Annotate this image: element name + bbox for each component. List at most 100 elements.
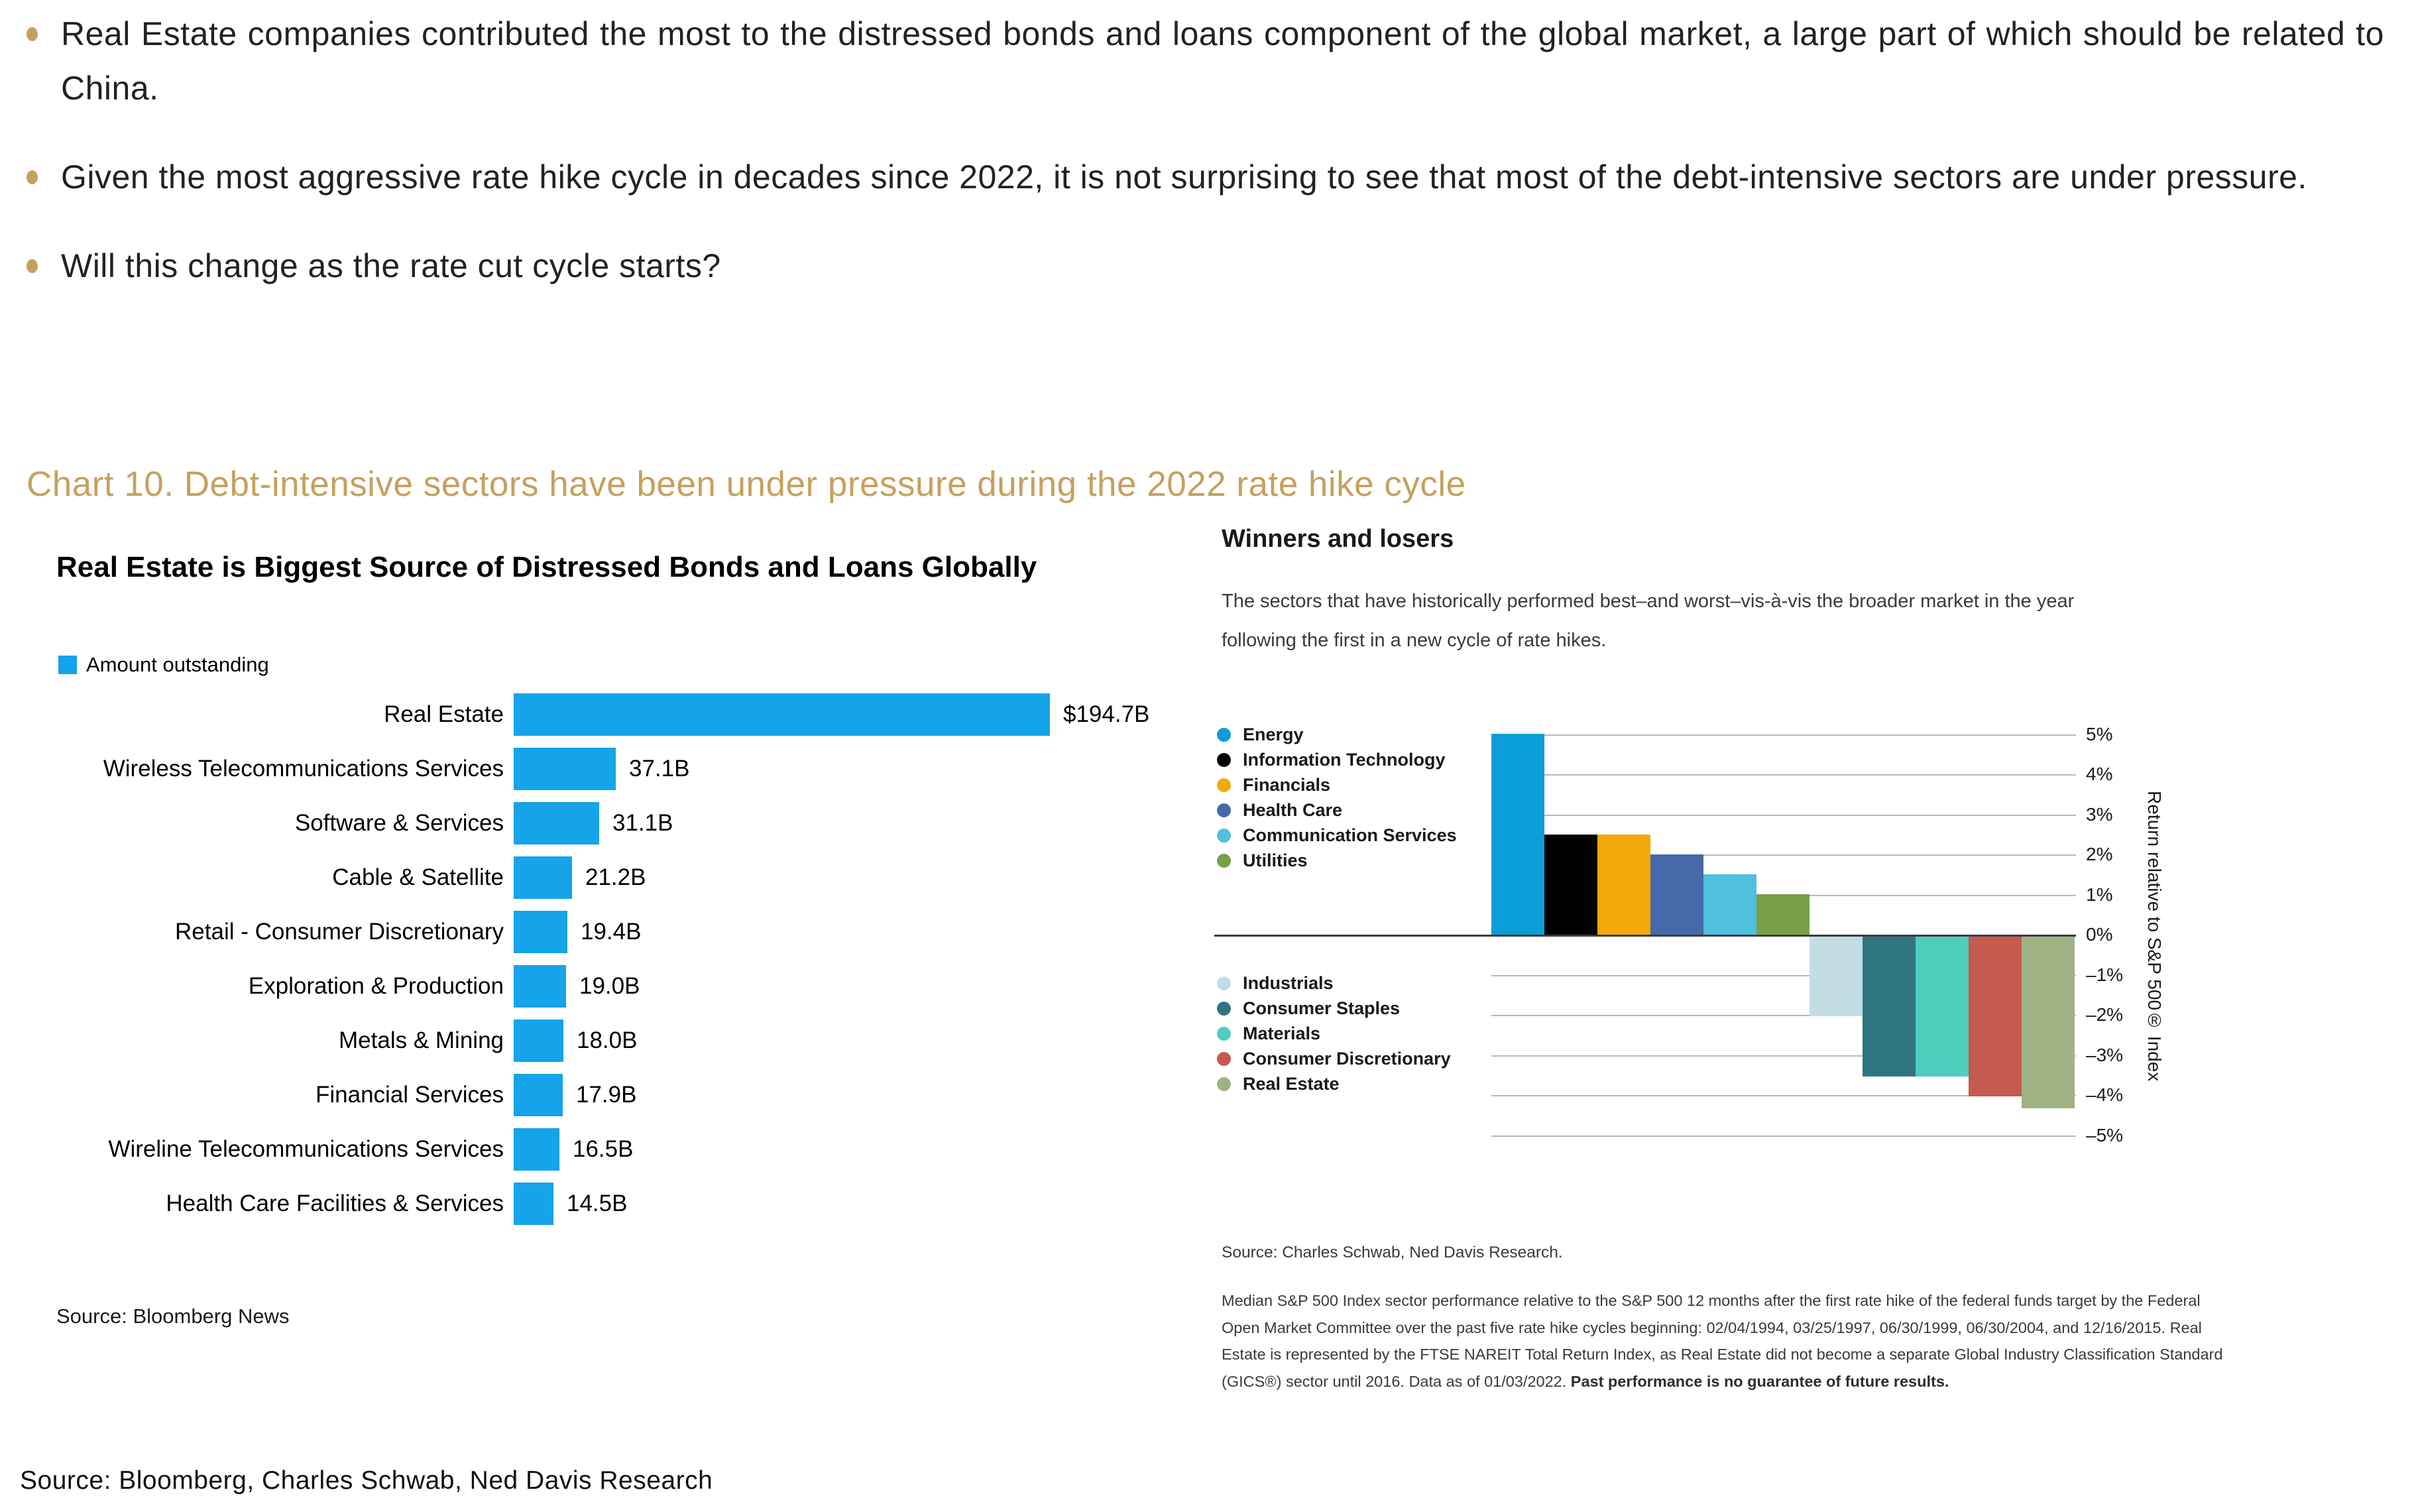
legend-item: Financials xyxy=(1217,772,1457,797)
y-axis-tick-label: 1% xyxy=(2086,884,2113,905)
y-axis-tick-label: 5% xyxy=(2086,724,2113,744)
legend-dot-icon xyxy=(1217,1026,1231,1041)
bar xyxy=(514,965,566,1008)
bar xyxy=(514,693,1050,736)
gridline xyxy=(1491,975,2076,976)
bar-value-label: 21.2B xyxy=(585,864,646,890)
bar-row: Financial Services 17.9B xyxy=(56,1074,1149,1116)
sector-bar xyxy=(1810,936,1863,1016)
left-chart-legend: Amount outstanding xyxy=(58,653,269,677)
legend-item-label: Real Estate xyxy=(1243,1073,1340,1094)
bar xyxy=(514,911,567,953)
sector-bar xyxy=(1544,835,1597,935)
y-axis-tick-label: –1% xyxy=(2086,964,2124,985)
right-chart-source: Source: Charles Schwab, Ned Davis Resear… xyxy=(1222,1244,1563,1261)
right-chart-footnote: Median S&P 500 Index sector performance … xyxy=(1222,1287,2229,1395)
y-axis-tick-label: –2% xyxy=(2086,1004,2124,1025)
legend-dot-icon xyxy=(1217,828,1231,843)
right-bar-chart-plot: Return relative to S&P 500® Index 5% 4% 3%… xyxy=(1214,716,2189,1167)
sector-bar xyxy=(1703,874,1756,935)
bullet-dot-icon xyxy=(27,27,38,41)
sector-bar xyxy=(1969,936,2022,1096)
bullet-item: Will this change as the rate cut cycle s… xyxy=(27,239,2384,293)
legend-item: Consumer Discretionary xyxy=(1217,1046,1451,1071)
bar-row: Retail - Consumer Discretionary 19.4B xyxy=(56,911,1149,953)
gridline xyxy=(1491,854,2076,856)
legend-swatch-icon xyxy=(58,656,77,674)
sector-bar xyxy=(1916,936,1969,1076)
legend-dot-icon xyxy=(1217,803,1231,817)
bar-row: Metals & Mining 18.0B xyxy=(56,1019,1149,1062)
bar-category-label: Health Care Facilities & Services xyxy=(166,1191,504,1216)
bar-row: Health Care Facilities & Services 14.5B xyxy=(56,1183,1149,1225)
sector-bar xyxy=(1491,734,1544,935)
bar-value-label: 31.1B xyxy=(612,810,673,836)
legend-item-label: Consumer Discretionary xyxy=(1243,1048,1451,1069)
gridline xyxy=(1491,1055,2076,1057)
bar-row: Exploration & Production 19.0B xyxy=(56,965,1149,1008)
y-axis-tick-label: 3% xyxy=(2086,804,2113,825)
legend-item: Consumer Staples xyxy=(1217,996,1451,1021)
y-axis-tick-label: 0% xyxy=(2086,924,2113,945)
gridline xyxy=(1491,815,2076,816)
bar-value-label: 19.0B xyxy=(579,973,640,999)
y-axis-tick-label: –5% xyxy=(2086,1125,2124,1145)
bar-category-label: Metals & Mining xyxy=(339,1027,504,1053)
left-chart-title: Real Estate is Biggest Source of Distres… xyxy=(56,551,1037,583)
bar-row: Cable & Satellite 21.2B xyxy=(56,856,1149,899)
zero-axis-line xyxy=(1214,935,2076,937)
legend-item-label: Communication Services xyxy=(1243,825,1457,845)
gridline xyxy=(1491,734,2076,736)
legend-item: Utilities xyxy=(1217,848,1457,873)
legend-item: Materials xyxy=(1217,1021,1451,1046)
bar xyxy=(514,1128,559,1171)
sector-bar xyxy=(1650,854,1703,935)
legend-item: Communication Services xyxy=(1217,823,1457,848)
footnote-text: Median S&P 500 Index sector performance … xyxy=(1222,1292,2223,1390)
legend-item-label: Materials xyxy=(1243,1023,1321,1043)
legend-item: Real Estate xyxy=(1217,1071,1451,1096)
footnote-disclaimer: Past performance is no guarantee of futu… xyxy=(1570,1372,1949,1390)
gridline xyxy=(1491,1135,2076,1137)
bar-value-label: $194.7B xyxy=(1063,701,1150,727)
gridline xyxy=(1491,1095,2076,1096)
legend-item-label: Utilities xyxy=(1243,850,1308,870)
legend-item-label: Consumer Staples xyxy=(1243,998,1401,1018)
legend-dot-icon xyxy=(1217,752,1231,767)
y-axis-tick-label: 4% xyxy=(2086,764,2113,784)
bar xyxy=(514,1019,563,1062)
legend-dot-icon xyxy=(1217,1051,1231,1066)
bar-value-label: 37.1B xyxy=(629,756,690,782)
bar xyxy=(514,802,599,844)
right-chart-description: The sectors that have historically perfo… xyxy=(1222,591,2075,651)
y-axis-title: Return relative to S&P 500® Index xyxy=(2144,790,2165,1082)
bullet-text: Given the most aggressive rate hike cycl… xyxy=(61,158,2307,196)
sector-bar xyxy=(2022,936,2075,1108)
bullet-list: Real Estate companies contributed the mo… xyxy=(27,7,2384,293)
left-bar-chart: Real Estate $194.7B Wireless Telecommunica… xyxy=(56,693,1149,1237)
sector-bar xyxy=(1597,835,1650,935)
bar-category-label: Wireless Telecommunications Services xyxy=(103,756,504,782)
legend-item: Health Care xyxy=(1217,797,1457,823)
legend-dot-icon xyxy=(1217,976,1231,990)
bullet-dot-icon xyxy=(27,170,38,184)
right-chart-title: Winners and losers xyxy=(1222,525,1454,553)
bar-category-label: Financial Services xyxy=(316,1082,504,1108)
bullet-text: Will this change as the rate cut cycle s… xyxy=(61,247,721,284)
left-chart-source: Source: Bloomberg News xyxy=(56,1305,290,1328)
bar-value-label: 14.5B xyxy=(567,1191,628,1216)
sector-bar xyxy=(1863,936,1916,1076)
bar-category-label: Software & Services xyxy=(294,810,504,836)
bar-category-label: Retail - Consumer Discretionary xyxy=(175,919,504,945)
bar-category-label: Exploration & Production xyxy=(248,973,504,999)
bar-category-label: Cable & Satellite xyxy=(332,864,504,890)
gridline xyxy=(1491,1015,2076,1016)
bar xyxy=(514,1183,553,1225)
bar xyxy=(514,748,616,790)
bar xyxy=(514,856,572,899)
y-axis-tick-label: 2% xyxy=(2086,844,2113,864)
gridline xyxy=(1491,774,2076,776)
y-axis-tick-label: –3% xyxy=(2086,1045,2124,1065)
legend-item: Industrials xyxy=(1217,970,1451,996)
legend-item-label: Health Care xyxy=(1243,799,1343,820)
